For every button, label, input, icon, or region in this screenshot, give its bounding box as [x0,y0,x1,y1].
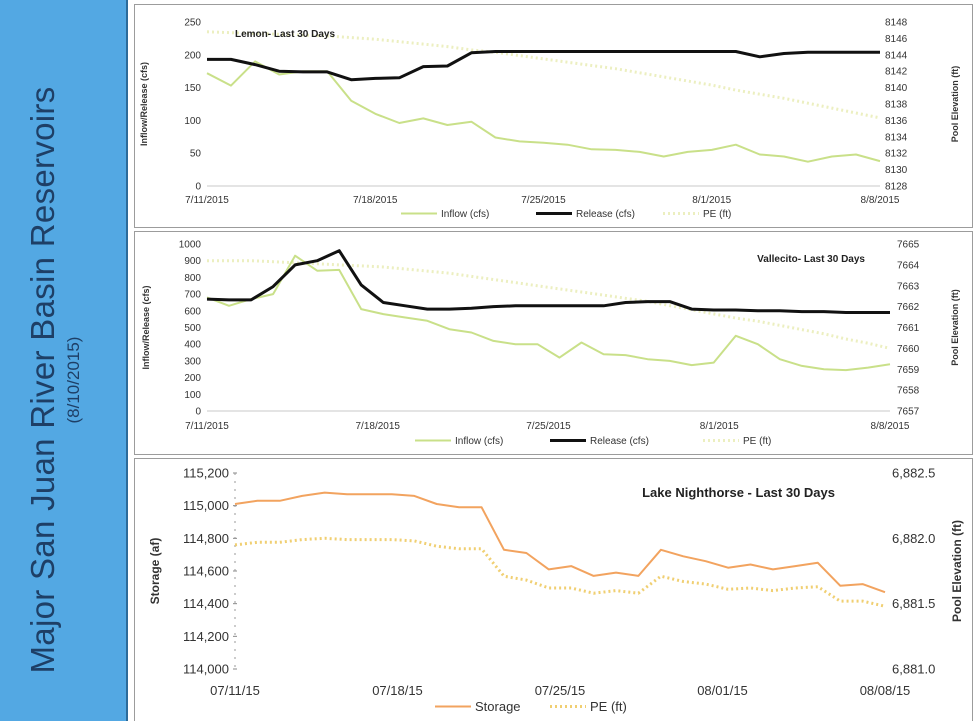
release-cfs-series-line [206,249,890,314]
inflow-cfs-series-line [206,254,891,372]
report-date: (8/10/2015) [64,336,83,424]
y-tick-label: 200 [184,373,201,384]
x-tick-label: 7/25/2015 [521,195,566,206]
y2-axis-title: Pool Elevation (ft) [950,289,960,366]
x-tick-label: 07/25/15 [535,683,586,698]
y2-tick-label: 8138 [885,100,908,111]
y-tick-label: 115,200 [183,466,229,481]
chart-title: Vallecito- Last 30 Days [757,254,865,265]
report-title: Major San Juan River Basin Reservoirs [24,86,61,674]
x-tick-label: 07/18/15 [372,683,423,698]
y2-tick-label: 6,882.5 [892,466,935,481]
y2-tick-label: 7657 [897,407,920,418]
legend-label-release-cfs: Release (cfs) [576,209,635,220]
y-tick-label: 114,200 [183,629,229,644]
y-tick-label: 400 [184,340,201,351]
y2-tick-label: 7660 [897,344,920,355]
y2-tick-label: 7663 [897,281,920,292]
y2-tick-label: 7659 [897,365,920,376]
y-tick-label: 150 [184,83,201,94]
chart-title: Lemon- Last 30 Days [235,29,335,40]
y2-tick-label: 6,881.5 [892,596,935,611]
x-tick-label: 7/18/2015 [356,421,401,432]
nighthorse-chart-panel: 114,000 114,200 114,400 114,600 114,800 115,0… [134,458,973,721]
legend-label-inflow-cfs: Inflow (cfs) [455,436,503,447]
side-title-block: Major San Juan River Basin Reservoirs (8… [9,20,119,721]
y-tick-label: 1000 [179,240,202,251]
y2-tick-label: 6,881.0 [892,662,935,677]
x-tick-label: 7/11/2015 [185,195,229,206]
y-tick-label: 114,400 [183,596,229,611]
storage-series-line [234,491,886,594]
x-tick-label: 8/1/2015 [692,195,731,206]
pe-ft-series-line [234,536,886,608]
y-tick-label: 600 [184,306,201,317]
y-tick-label: 100 [184,116,201,127]
x-tick-label: 07/11/15 [210,683,260,698]
y-tick-label: 700 [184,290,201,301]
x-tick-label: 8/8/2015 [861,195,900,206]
legend-label-inflow-cfs: Inflow (cfs) [441,209,489,220]
lemon-chart-panel: 0 50 100 150 200 250 8128 8130 8132 8134 8136 8138 8… [134,4,973,228]
y2-tick-label: 8144 [885,50,908,61]
x-tick-label: 8/8/2015 [871,421,910,432]
y-tick-label: 0 [195,407,201,418]
y2-tick-label: 7661 [897,323,920,334]
nighthorse-chart: 114,000 114,200 114,400 114,600 114,800 115,0… [148,466,964,714]
y2-tick-label: 7662 [897,302,920,313]
y-tick-label: 900 [184,256,201,267]
y-axis-title: Inflow/Release (cfs) [139,62,149,146]
y2-tick-label: 8148 [885,18,908,29]
y-tick-label: 115,000 [183,498,229,513]
y-tick-label: 114,600 [183,564,229,579]
y2-tick-label: 8142 [885,67,908,78]
y2-axis-title: Pool Elevation (ft) [950,66,960,143]
y2-axis-title: Pool Elevation (ft) [950,520,964,622]
lemon-chart: 0 50 100 150 200 250 8128 8130 8132 8134 8136 8138 8… [139,18,960,221]
legend-label-release-cfs: Release (cfs) [590,436,649,447]
y-tick-label: 114,800 [183,531,229,546]
y2-tick-label: 8146 [885,34,908,45]
x-tick-label: 8/1/2015 [700,421,739,432]
x-tick-label: 08/01/15 [697,683,748,698]
y2-tick-label: 8128 [885,182,908,193]
side-banner: Major San Juan River Basin Reservoirs (8… [0,0,128,721]
y-tick-label: 114,000 [183,662,229,677]
y-tick-label: 250 [184,18,201,29]
legend-label-pe-ft: PE (ft) [590,699,627,714]
y2-tick-label: 8136 [885,116,908,127]
x-tick-label: 7/18/2015 [353,195,398,206]
release-cfs-series-line [207,50,880,82]
y-tick-label: 200 [184,50,201,61]
y2-tick-label: 7665 [897,240,920,251]
y-tick-label: 100 [184,390,201,401]
y-axis-title: Inflow/Release (cfs) [141,285,151,369]
y-tick-label: 300 [184,356,201,367]
legend-label-storage: Storage [475,699,521,714]
y2-tick-label: 8132 [885,149,908,160]
legend-label-pe-ft: PE (ft) [743,436,771,447]
y-tick-label: 50 [190,149,202,160]
x-tick-label: 7/25/2015 [526,421,571,432]
y2-tick-label: 7664 [897,260,920,271]
legend-label-pe-ft: PE (ft) [703,209,731,220]
y-axis-title: Storage (af) [148,538,162,605]
x-tick-label: 08/08/15 [860,683,911,698]
y2-tick-label: 7658 [897,386,920,397]
y-tick-label: 800 [184,273,201,284]
y2-tick-label: 8130 [885,165,908,176]
y2-tick-label: 8140 [885,83,908,94]
pe-ft-series-line [206,30,881,120]
chart-title: Lake Nighthorse - Last 30 Days [642,485,835,500]
inflow-cfs-series-line [206,60,881,163]
y-tick-label: 0 [195,182,201,193]
y2-tick-label: 8134 [885,132,908,143]
vallecito-chart-panel: 0 100 200 300 400 500 600 700 800 900 1000 7657 7658… [134,231,973,455]
vallecito-chart: 0 100 200 300 400 500 600 700 800 900 1000 7657 7658… [141,240,960,448]
y2-tick-label: 6,882.0 [892,531,935,546]
x-tick-label: 7/11/2015 [185,421,229,432]
y-tick-label: 500 [184,323,201,334]
